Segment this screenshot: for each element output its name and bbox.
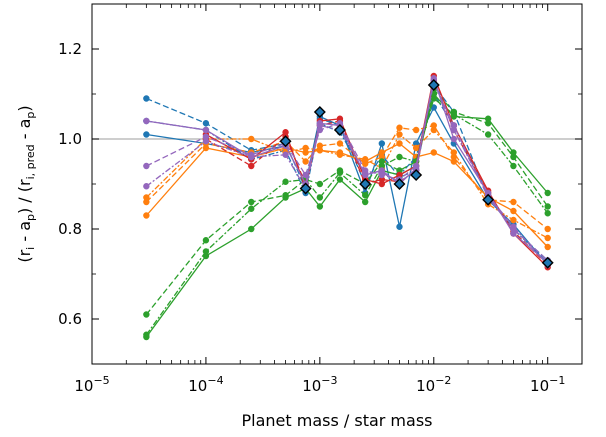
data-point xyxy=(337,140,343,146)
data-point xyxy=(203,120,209,126)
data-point xyxy=(431,149,437,155)
data-point xyxy=(545,210,551,216)
data-point xyxy=(379,170,385,176)
data-point xyxy=(337,152,343,158)
data-point xyxy=(431,95,437,101)
series-line xyxy=(206,81,548,266)
data-point xyxy=(362,170,368,176)
data-point xyxy=(431,127,437,133)
data-point xyxy=(248,199,254,205)
data-point xyxy=(203,138,209,144)
data-point xyxy=(396,140,402,146)
data-point xyxy=(302,158,308,164)
data-point xyxy=(248,163,254,169)
diamond-marker xyxy=(315,107,325,117)
data-point xyxy=(510,199,516,205)
data-point xyxy=(362,192,368,198)
data-point xyxy=(143,194,149,200)
data-point xyxy=(337,170,343,176)
data-point xyxy=(282,152,288,158)
data-point xyxy=(317,122,323,128)
series-purple xyxy=(143,75,551,266)
data-point xyxy=(545,190,551,196)
data-point xyxy=(143,183,149,189)
data-point xyxy=(510,208,516,214)
data-point xyxy=(545,244,551,250)
data-point xyxy=(143,212,149,218)
data-point xyxy=(203,237,209,243)
y-axis-label: (ri - ap) / (ri, pred - ap) xyxy=(15,105,37,262)
data-point xyxy=(282,179,288,185)
data-point xyxy=(545,226,551,232)
data-point xyxy=(396,131,402,137)
data-point xyxy=(317,181,323,187)
data-point xyxy=(248,206,254,212)
data-point xyxy=(396,154,402,160)
y-tick-label: 0.6 xyxy=(58,310,82,328)
data-point xyxy=(203,127,209,133)
data-point xyxy=(362,199,368,205)
diamond-markers xyxy=(281,80,553,268)
data-point xyxy=(510,163,516,169)
y-tick-label: 1.0 xyxy=(58,130,82,148)
x-axis-label: Planet mass / star mass xyxy=(241,411,432,430)
series-line xyxy=(146,83,547,261)
data-point xyxy=(510,154,516,160)
data-point xyxy=(545,203,551,209)
data-point xyxy=(302,145,308,151)
x-tick-label: 10−2 xyxy=(416,374,451,395)
data-point xyxy=(451,127,457,133)
data-point xyxy=(248,136,254,142)
x-tick-label: 10−3 xyxy=(302,374,337,395)
data-point xyxy=(362,156,368,162)
data-point xyxy=(143,131,149,137)
data-point xyxy=(510,217,516,223)
series-group xyxy=(143,73,551,340)
data-point xyxy=(510,224,516,230)
data-point xyxy=(379,140,385,146)
data-point xyxy=(451,136,457,142)
x-tick-label: 10−5 xyxy=(74,374,109,395)
x-tick-label: 10−4 xyxy=(188,374,223,395)
series-blue xyxy=(143,82,551,264)
data-point xyxy=(396,125,402,131)
data-point xyxy=(282,192,288,198)
y-tick-label: 1.2 xyxy=(58,40,82,58)
data-point xyxy=(317,147,323,153)
data-point xyxy=(248,154,254,160)
data-point xyxy=(485,131,491,137)
data-point xyxy=(143,332,149,338)
data-point xyxy=(143,118,149,124)
series-purple xyxy=(143,80,551,264)
series-line xyxy=(146,78,547,262)
y-tick-label: 0.8 xyxy=(58,220,82,238)
data-point xyxy=(485,120,491,126)
data-point xyxy=(203,248,209,254)
data-point xyxy=(248,226,254,232)
data-point xyxy=(143,311,149,317)
data-point xyxy=(545,235,551,241)
x-tick-label: 10−1 xyxy=(530,374,565,395)
data-point xyxy=(451,111,457,117)
data-point xyxy=(451,149,457,155)
data-point xyxy=(143,95,149,101)
data-point xyxy=(143,163,149,169)
data-point xyxy=(317,203,323,209)
data-point xyxy=(337,176,343,182)
series-line xyxy=(146,85,547,261)
data-point xyxy=(396,224,402,230)
series-red xyxy=(203,77,551,268)
data-point xyxy=(413,127,419,133)
data-point xyxy=(317,194,323,200)
